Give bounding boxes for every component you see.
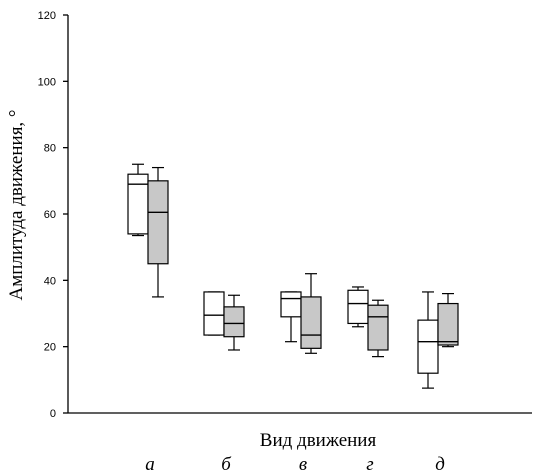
y-ticks: 0 20 40 60 80 100 120 bbox=[38, 10, 68, 420]
box-group bbox=[300, 273, 322, 354]
y-tick-label: 100 bbox=[38, 76, 56, 88]
y-tick-label: 80 bbox=[44, 143, 56, 155]
category-labels: а б в г д bbox=[145, 454, 445, 473]
box-group bbox=[147, 166, 169, 298]
box-group bbox=[223, 294, 245, 351]
y-tick-label: 60 bbox=[44, 209, 56, 221]
y-tick-label: 0 bbox=[50, 408, 56, 420]
box-group bbox=[417, 291, 439, 389]
box-group bbox=[347, 286, 369, 328]
category-label: б bbox=[221, 454, 232, 473]
box-iqr bbox=[437, 302, 459, 346]
y-tick-label: 40 bbox=[44, 275, 56, 287]
category-label: г bbox=[366, 454, 373, 473]
box-group bbox=[127, 163, 149, 237]
box-iqr bbox=[147, 180, 169, 265]
x-axis-title: Вид движения bbox=[260, 430, 377, 451]
box-iqr bbox=[367, 304, 389, 351]
box-group bbox=[367, 299, 389, 358]
category-label: а bbox=[145, 454, 155, 473]
box-iqr bbox=[417, 319, 439, 374]
box-group bbox=[437, 293, 459, 348]
y-tick-label: 20 bbox=[44, 342, 56, 354]
y-axis-title: Амплитуда движения, ° bbox=[6, 109, 27, 300]
box-iqr bbox=[203, 291, 225, 336]
y-tick-label: 120 bbox=[38, 10, 56, 22]
box-iqr bbox=[300, 296, 322, 349]
category-label: в bbox=[299, 454, 307, 473]
box-iqr bbox=[223, 306, 245, 338]
box-iqr bbox=[347, 289, 369, 325]
boxes bbox=[127, 163, 459, 389]
box-iqr bbox=[127, 173, 149, 235]
box-group bbox=[203, 291, 225, 336]
box-iqr bbox=[280, 291, 302, 318]
box-group bbox=[280, 291, 302, 343]
category-label: д bbox=[435, 454, 445, 473]
